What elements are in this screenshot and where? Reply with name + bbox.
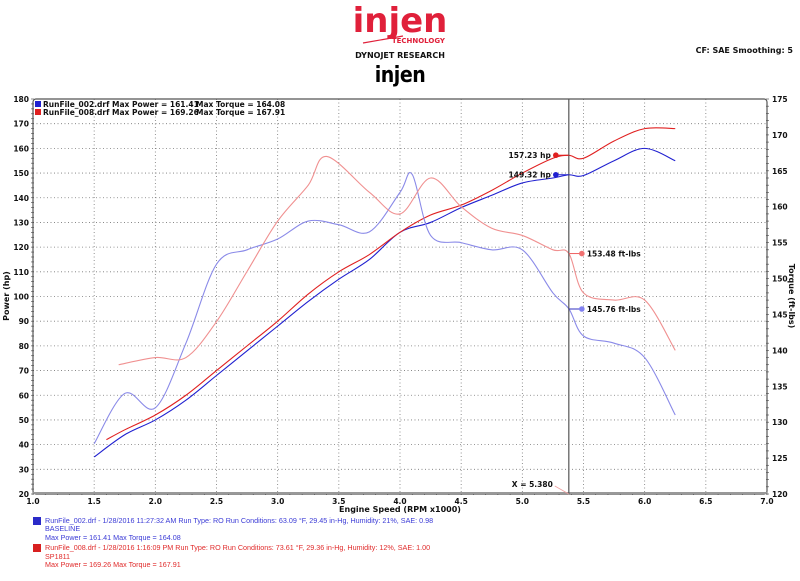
axis-ticks: 1.0 1.5 2.0 2.5 3.0 3.5 4.0 4.5 5.0 5.5 6.0 6.5 7.01… (13, 95, 787, 506)
svg-text:TECHNOLOGY: TECHNOLOGY (392, 37, 446, 45)
legend-red-power: RunFile_008.drf Max Power = 169.26 (43, 108, 199, 117)
svg-text:4.0: 4.0 (393, 497, 406, 506)
svg-text:150: 150 (13, 169, 29, 178)
legend-blue-torque: Max Torque = 164.08 (196, 100, 285, 109)
run-detail-baseline[interactable]: RunFile_002.drf - 1/28/2016 11:27:32 AM … (33, 516, 434, 542)
svg-text:50: 50 (19, 416, 29, 425)
svg-text:170: 170 (772, 131, 788, 140)
marker-tq-red-dot (579, 250, 585, 257)
svg-text:130: 130 (772, 418, 788, 427)
svg-text:7.0: 7.0 (760, 497, 773, 506)
cursor-label: X = 5.380 (512, 480, 553, 489)
svg-text:140: 140 (772, 346, 788, 355)
svg-text:30: 30 (19, 465, 29, 474)
svg-text:3.5: 3.5 (332, 497, 345, 506)
svg-text:1.5: 1.5 (88, 497, 101, 506)
svg-text:110: 110 (13, 268, 29, 277)
marker-hp-blue-label: 149.32 hp (509, 171, 552, 180)
baseline-power-line (93, 147, 676, 458)
marker-tq-blue-label: 145.76 ft-lbs (587, 305, 641, 314)
svg-text:1.0: 1.0 (26, 497, 39, 506)
svg-text:150: 150 (772, 275, 788, 284)
svg-text:4.5: 4.5 (455, 497, 468, 506)
svg-text:165: 165 (772, 167, 788, 176)
baseline-torque-line (93, 172, 676, 445)
sp1811-torque-line (118, 155, 676, 366)
svg-text:160: 160 (772, 203, 788, 212)
svg-text:70: 70 (19, 367, 29, 376)
svg-text:130: 130 (13, 218, 29, 227)
x-axis-label: Engine Speed (RPM x1000) (339, 505, 461, 514)
svg-text:145: 145 (772, 310, 788, 319)
svg-text:2.5: 2.5 (210, 497, 223, 506)
cursor-leader (554, 485, 570, 495)
svg-text:100: 100 (13, 293, 29, 302)
marker-tq-blue-dot (579, 306, 585, 312)
marker-hp-blue-dot (553, 171, 559, 178)
svg-text:6.0: 6.0 (638, 497, 651, 506)
swatch-red-icon (33, 544, 41, 553)
chart-subtitle: DYNOJET RESEARCH (355, 51, 445, 60)
svg-text:60: 60 (19, 391, 29, 400)
marker-hp-red-dot (553, 152, 559, 159)
svg-text:6.5: 6.5 (699, 497, 712, 506)
marker-hp-red-label: 157.23 hp (509, 151, 552, 160)
svg-text:120: 120 (13, 243, 29, 252)
legend-top: RunFile_002.drf Max Power = 161.41 Max T… (35, 100, 285, 117)
svg-text:180: 180 (13, 95, 29, 104)
svg-text:5.5: 5.5 (577, 497, 590, 506)
brand-title: injen (374, 62, 426, 88)
dyno-chart: 1.0 1.5 2.0 2.5 3.0 3.5 4.0 4.5 5.0 5.5 6.0 6.5 7.01… (2, 95, 796, 514)
svg-text:40: 40 (19, 441, 29, 450)
legend-swatch-red (35, 109, 41, 115)
marker-tq-red-label: 153.48 ft-lbs (587, 250, 641, 259)
grid (33, 99, 767, 494)
run-detail-line1: RunFile_002.drf - 1/28/2016 11:27:32 AM … (45, 516, 434, 525)
svg-text:140: 140 (13, 194, 29, 203)
y-axis-left-label: Power (hp) (2, 271, 11, 321)
correction-factor-label: CF: SAE Smoothing: 5 (695, 46, 793, 55)
run-detail-line1: RunFile_008.drf - 1/28/2016 1:16:09 PM R… (45, 543, 431, 553)
svg-text:175: 175 (772, 95, 788, 104)
swatch-blue-icon (33, 517, 41, 525)
injen-logo: injen TECHNOLOGY (353, 2, 448, 45)
svg-text:2.0: 2.0 (149, 497, 162, 506)
svg-text:160: 160 (13, 144, 29, 153)
sp1811-power-line (106, 127, 676, 441)
run-detail-line2: BASELINE (45, 524, 81, 534)
run-detail-line2: SP1811 (45, 551, 71, 561)
legend-swatch-blue (35, 101, 41, 107)
svg-text:125: 125 (772, 454, 788, 463)
svg-text:20: 20 (19, 490, 29, 499)
run-details-legend: RunFile_002.drf - 1/28/2016 11:27:32 AM … (33, 516, 434, 571)
svg-text:80: 80 (19, 342, 29, 351)
svg-text:170: 170 (13, 120, 29, 129)
run-detail-sp1811[interactable]: RunFile_008.drf - 1/28/2016 1:16:09 PM R… (33, 543, 433, 570)
cursor-markers: 157.23 hp 149.32 hp 153.48 ft-lbs 145.76… (509, 151, 642, 314)
svg-text:5.0: 5.0 (516, 497, 529, 506)
svg-text:135: 135 (772, 382, 788, 391)
svg-text:120: 120 (772, 490, 788, 499)
legend-blue-power: RunFile_002.drf Max Power = 161.41 (43, 100, 199, 109)
run-detail-line3: Max Power = 169.26 Max Torque = 167.91 (45, 560, 181, 570)
series-lines (93, 127, 676, 458)
run-detail-line3: Max Power = 161.41 Max Torque = 164.08 (45, 532, 181, 542)
legend-red-torque: Max Torque = 167.91 (196, 108, 285, 117)
svg-text:3.0: 3.0 (271, 497, 284, 506)
svg-text:injen: injen (353, 2, 448, 41)
y-axis-right-label: Torque (ft-lbs) (787, 264, 796, 329)
svg-text:155: 155 (772, 239, 788, 248)
svg-text:90: 90 (19, 317, 29, 326)
